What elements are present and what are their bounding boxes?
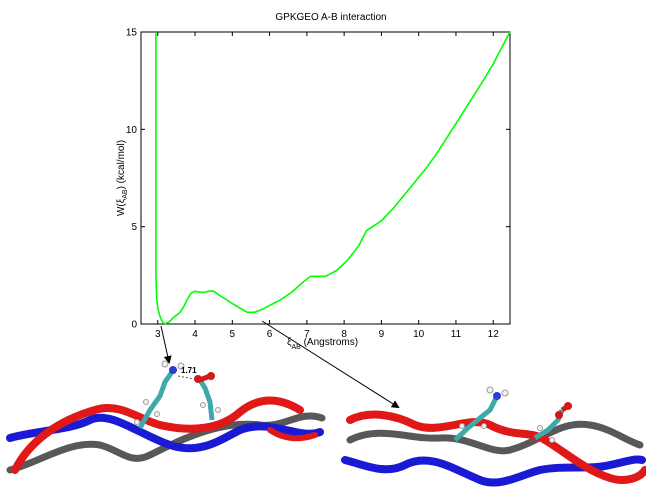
x-tick-label: 4 bbox=[192, 329, 198, 340]
bond-chain-right bbox=[453, 396, 499, 442]
hydrogen-atom bbox=[134, 419, 140, 425]
oxygen-atom-right bbox=[564, 402, 572, 410]
hydrogen-atom bbox=[481, 423, 487, 429]
x-tick-label: 7 bbox=[304, 329, 310, 340]
y-tick-label: 0 bbox=[131, 320, 137, 331]
axis-ticks: 3 4 5 6 7 8 9 10 11 12 0 5 10 15 bbox=[126, 28, 510, 340]
x-tick-label: 12 bbox=[488, 329, 500, 340]
y-tick-label: 15 bbox=[126, 28, 138, 39]
ribbon-blue-right bbox=[341, 455, 646, 487]
chart-title: GPKGEO A-B interaction bbox=[275, 12, 386, 23]
hydrogen-atom bbox=[143, 399, 149, 405]
free-energy-chart: GPKGEO A-B interaction 3 4 5 6 7 8 9 10 11 12 0 5 10… bbox=[116, 12, 511, 351]
bond-chain-left bbox=[137, 370, 175, 430]
hydrogen-atom bbox=[537, 425, 543, 431]
ribbon-red-left bbox=[11, 396, 304, 474]
bond-chain-left bbox=[197, 378, 215, 421]
arrow-to-left-structure bbox=[160, 325, 172, 364]
ribbon-blue-left bbox=[6, 413, 324, 453]
x-tick-label: 5 bbox=[230, 329, 236, 340]
ribbon-red-left-tail bbox=[267, 427, 318, 442]
glutamate-sidechain-left bbox=[194, 372, 221, 421]
nitrogen-atom-right bbox=[493, 392, 501, 400]
x-tick-label: 10 bbox=[413, 329, 425, 340]
oxygen-atom-left bbox=[194, 375, 202, 383]
hydrogen-atom bbox=[549, 437, 555, 443]
hydrogen-atom bbox=[501, 389, 509, 397]
nitrogen-atom-left bbox=[169, 366, 177, 374]
ribbon-gray-right bbox=[346, 420, 644, 455]
hbond-dashes bbox=[177, 375, 195, 380]
x-tick-label: 3 bbox=[155, 329, 161, 340]
y-tick-label: 10 bbox=[126, 125, 138, 136]
x-tick-label: 6 bbox=[267, 329, 273, 340]
hbond-distance-label: 1.71 bbox=[181, 366, 197, 375]
ribbon-red-right bbox=[346, 410, 646, 484]
hydrogen-atom bbox=[177, 362, 185, 370]
arrow-to-right-structure bbox=[261, 320, 400, 409]
molecular-render-left: 1.71 bbox=[6, 360, 326, 474]
hydrogen-atom bbox=[161, 360, 169, 368]
x-axis-label: ξAB (Angstroms) bbox=[287, 337, 358, 351]
oxygen-atom-left bbox=[207, 372, 215, 380]
lysine-sidechain-left bbox=[134, 360, 185, 430]
lysine-sidechain-right bbox=[453, 386, 509, 442]
hydrogen-atom bbox=[200, 402, 206, 408]
x-tick-label: 8 bbox=[341, 329, 347, 340]
series-line-w-xi bbox=[155, 31, 511, 325]
hydrogen-atom bbox=[486, 386, 494, 394]
glutamate-sidechain-right bbox=[533, 402, 572, 443]
plot-frame bbox=[140, 31, 511, 325]
x-tick-label: 9 bbox=[379, 329, 385, 340]
y-tick-label: 5 bbox=[131, 222, 137, 233]
ribbon-gray-left bbox=[6, 412, 326, 474]
molecular-render-right bbox=[341, 386, 646, 487]
hydrogen-atom bbox=[215, 407, 221, 413]
hydrogen-atom bbox=[154, 411, 160, 417]
hydrogen-atom bbox=[459, 423, 465, 429]
x-tick-label: 11 bbox=[451, 329, 462, 340]
y-axis-label: W(ξAB) (kcal/mol) bbox=[116, 140, 129, 216]
oxygen-atom-right bbox=[555, 411, 563, 419]
